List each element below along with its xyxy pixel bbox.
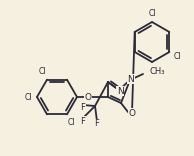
Text: O: O bbox=[128, 109, 135, 117]
Text: N: N bbox=[128, 75, 134, 83]
Text: F: F bbox=[81, 103, 85, 112]
Text: Cl: Cl bbox=[68, 118, 75, 127]
Text: Cl: Cl bbox=[39, 67, 46, 76]
Text: Cl: Cl bbox=[24, 93, 32, 102]
Text: Cl: Cl bbox=[148, 8, 156, 17]
Text: F: F bbox=[94, 119, 100, 129]
Text: O: O bbox=[85, 93, 92, 102]
Text: CH₃: CH₃ bbox=[149, 68, 165, 76]
Text: Cl: Cl bbox=[173, 52, 181, 61]
Text: F: F bbox=[81, 117, 85, 125]
Text: N: N bbox=[117, 86, 123, 95]
